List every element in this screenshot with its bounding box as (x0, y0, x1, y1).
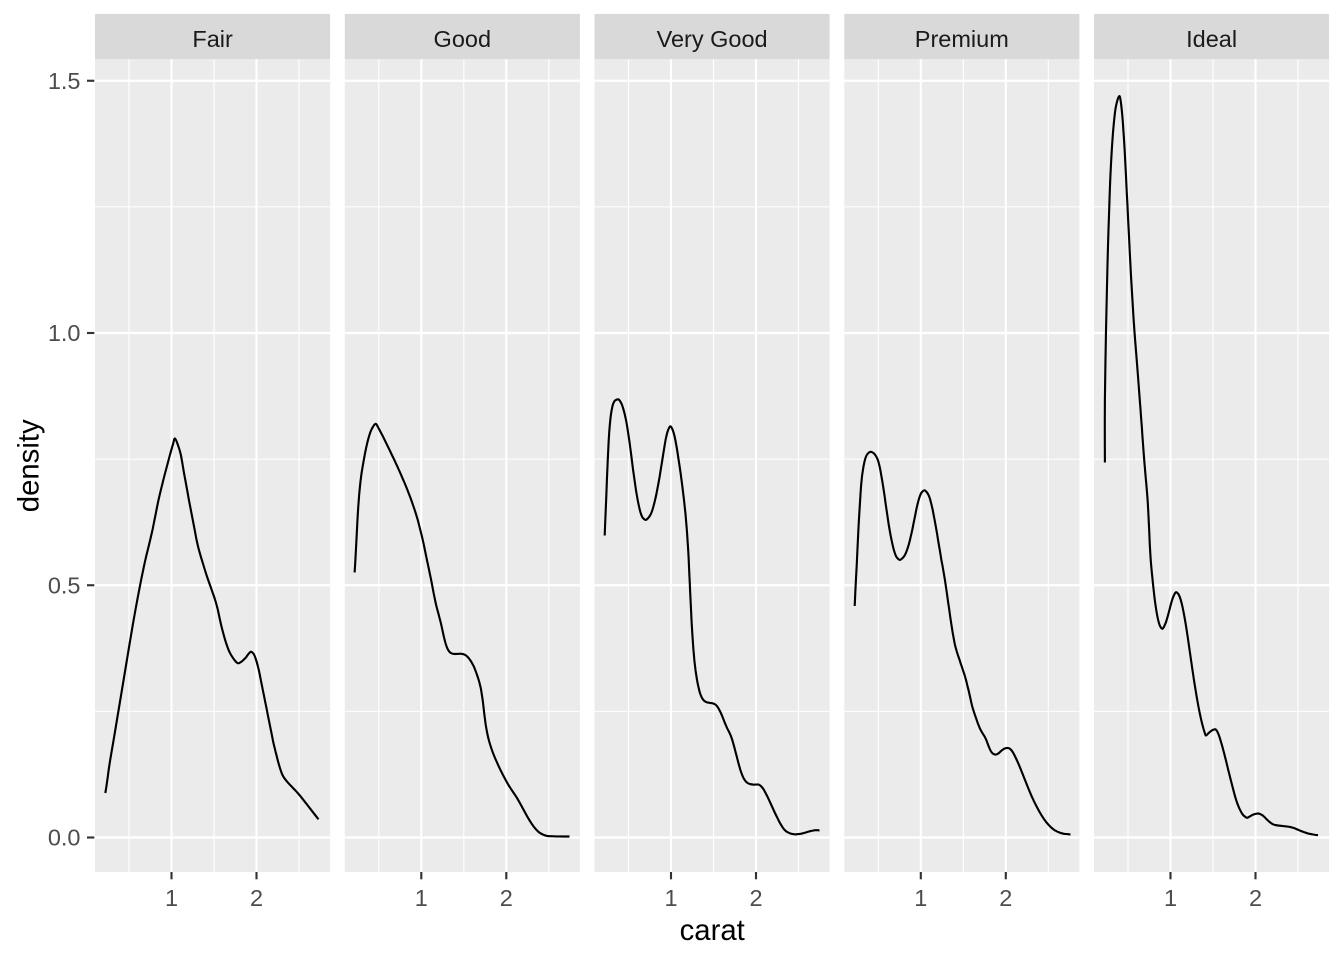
svg-text:2: 2 (749, 885, 762, 911)
svg-text:1: 1 (914, 885, 927, 911)
svg-text:1.0: 1.0 (48, 320, 81, 346)
svg-text:1: 1 (165, 885, 178, 911)
svg-text:0.0: 0.0 (48, 825, 81, 851)
svg-text:2: 2 (999, 885, 1012, 911)
svg-text:1: 1 (664, 885, 677, 911)
svg-text:1: 1 (1164, 885, 1177, 911)
svg-text:Very Good: Very Good (657, 26, 768, 52)
svg-text:2: 2 (500, 885, 513, 911)
svg-text:Fair: Fair (192, 26, 233, 52)
svg-text:Ideal: Ideal (1186, 26, 1237, 52)
svg-text:Premium: Premium (915, 26, 1009, 52)
svg-text:Good: Good (434, 26, 492, 52)
svg-text:0.5: 0.5 (48, 573, 81, 599)
svg-text:1: 1 (415, 885, 428, 911)
svg-text:carat: carat (680, 914, 745, 947)
svg-text:2: 2 (250, 885, 263, 911)
svg-text:1.5: 1.5 (48, 68, 81, 94)
svg-text:density: density (13, 419, 46, 512)
svg-text:2: 2 (1249, 885, 1262, 911)
